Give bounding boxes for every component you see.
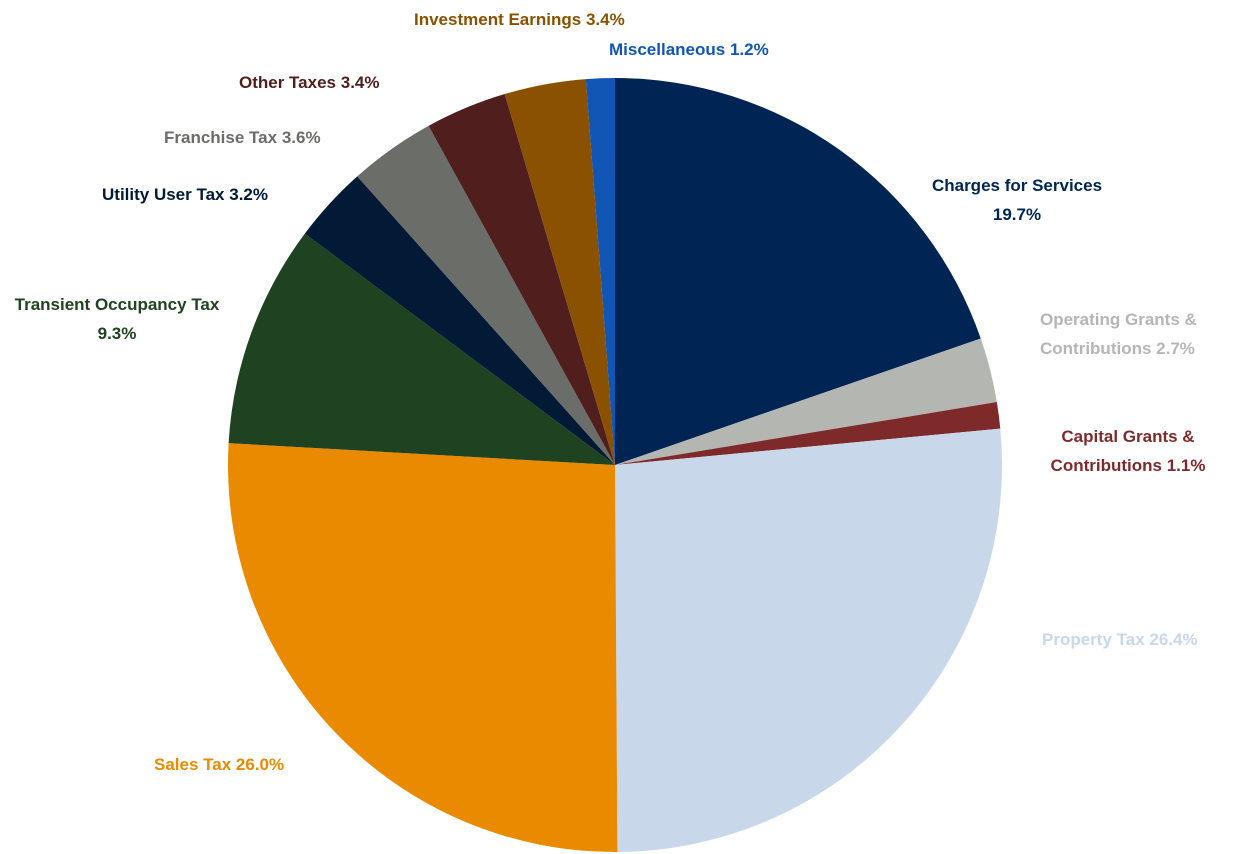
slice-label: Miscellaneous 1.2% <box>609 35 769 64</box>
pie-slice <box>228 443 618 852</box>
slice-label: Sales Tax 26.0% <box>154 750 284 779</box>
category-label: Investment Earnings <box>414 10 582 29</box>
pie-slice <box>615 338 997 465</box>
value-label: 19.7% <box>992 205 1042 224</box>
pie-slice <box>504 79 615 466</box>
slice-label: Operating Grants & Contributions 2.7% <box>1040 305 1240 363</box>
slice-label: Other Taxes 3.4% <box>239 68 380 97</box>
slice-label: Utility User Tax 3.2% <box>102 180 268 209</box>
category-label: Operating Grants & Contributions <box>1040 310 1197 358</box>
value-label: 26.0% <box>235 755 285 774</box>
value-label: 3.2% <box>229 185 268 204</box>
pie-slice <box>228 233 616 465</box>
slice-label: Investment Earnings 3.4% <box>414 5 625 34</box>
pie-slice <box>357 125 615 465</box>
pie-slice <box>428 94 615 466</box>
category-label: Property Tax <box>1042 630 1145 649</box>
pie-slice <box>615 428 1002 852</box>
category-label: Transient Occupancy Tax <box>14 295 220 314</box>
value-label: 26.4% <box>1149 630 1198 649</box>
pie-slice <box>304 176 615 465</box>
value-label: 1.2% <box>729 40 769 59</box>
category-label: Charges for Services <box>931 176 1103 195</box>
slice-label: Capital Grants & Contributions 1.1% <box>1028 422 1228 480</box>
category-label: Utility User Tax <box>102 185 225 204</box>
pie-slice <box>615 78 981 465</box>
category-label: Capital Grants & Contributions <box>1050 427 1195 475</box>
value-label: 9.3% <box>97 324 137 343</box>
pie-slice <box>615 402 1001 465</box>
slice-label: Charges for Services 19.7% <box>907 171 1127 229</box>
value-label: 2.7% <box>1156 339 1195 358</box>
value-label: 3.4% <box>585 10 625 29</box>
value-label: 3.4% <box>340 73 380 92</box>
slice-label: Franchise Tax 3.6% <box>164 123 321 152</box>
pie-slice <box>585 78 615 465</box>
value-label: 1.1% <box>1166 456 1206 475</box>
value-label: 3.6% <box>281 128 321 147</box>
slice-label: Property Tax 26.4% <box>1042 625 1198 654</box>
category-label: Franchise Tax <box>164 128 278 147</box>
category-label: Sales Tax <box>154 755 232 774</box>
category-label: Miscellaneous <box>609 40 726 59</box>
category-label: Other Taxes <box>239 73 337 92</box>
slice-label: Transient Occupancy Tax 9.3% <box>7 290 227 348</box>
